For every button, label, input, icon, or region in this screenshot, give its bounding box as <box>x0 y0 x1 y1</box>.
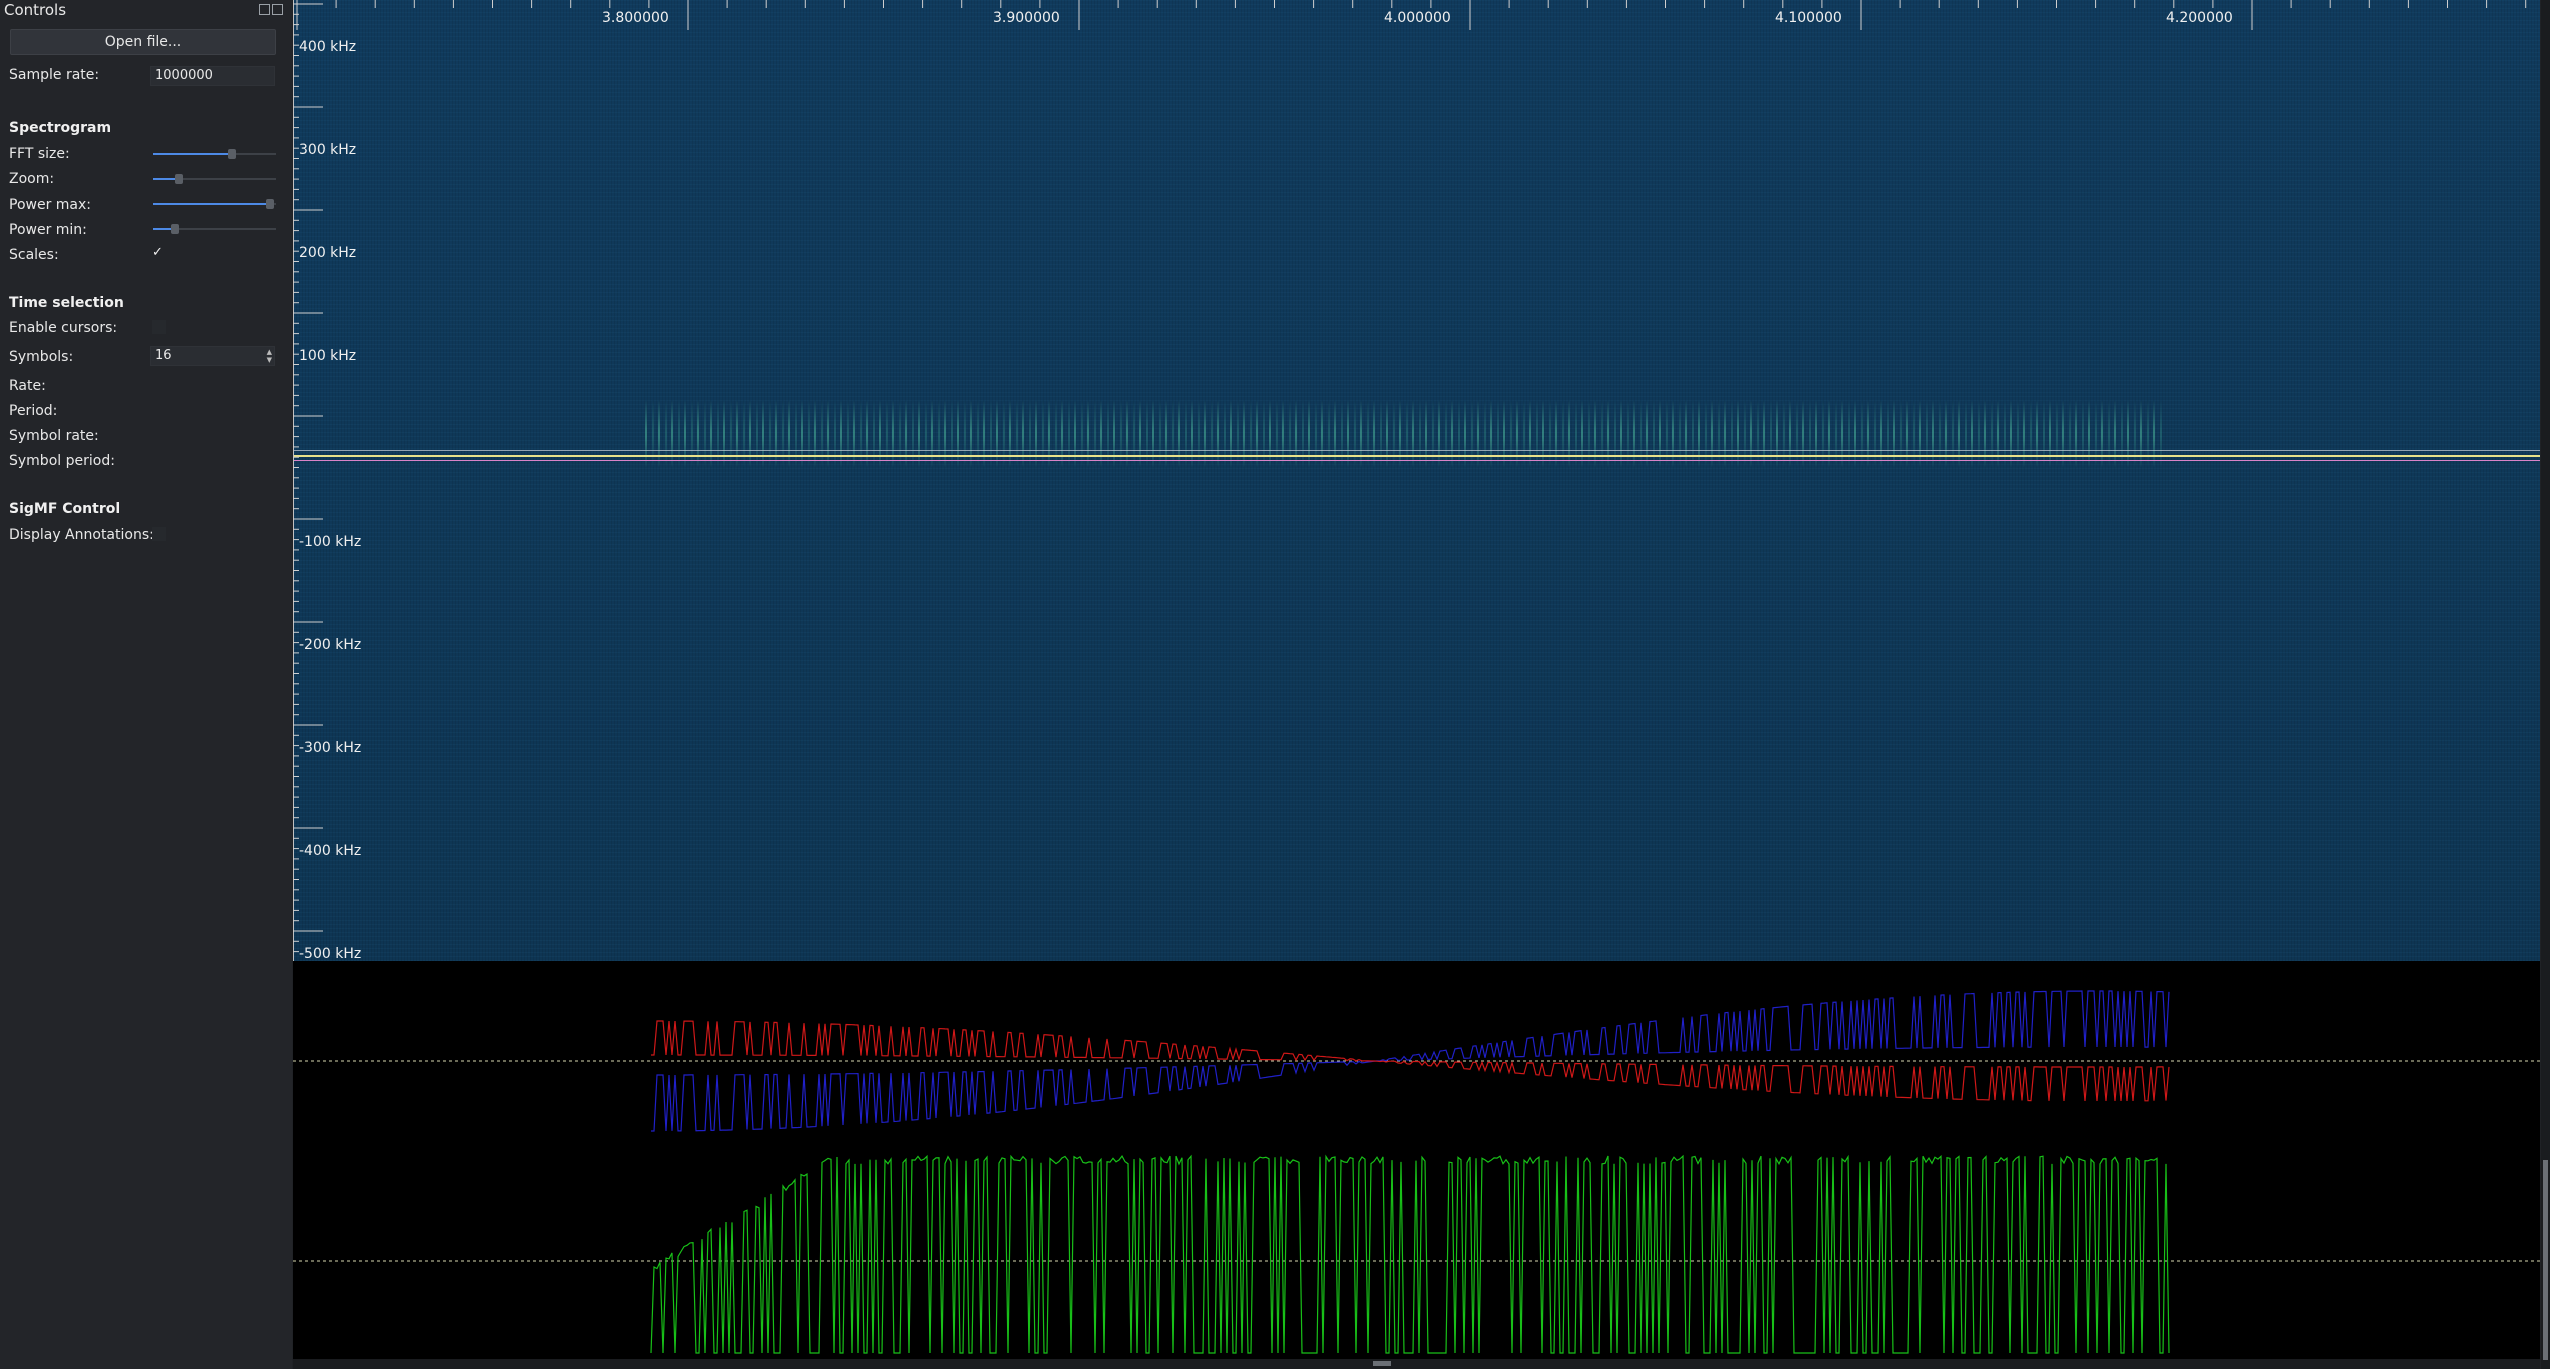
signal-line <box>293 460 2540 461</box>
sigmf-header: SigMF Control <box>9 501 121 517</box>
spectrogram-header: Spectrogram <box>9 120 112 136</box>
fft-size-label: FFT size: <box>9 146 70 162</box>
close-dock-icon[interactable] <box>272 4 283 15</box>
fft-size-slider[interactable] <box>153 149 276 159</box>
slider-handle[interactable] <box>175 174 183 184</box>
time-selection-header: Time selection <box>9 295 124 311</box>
symbols-spinbox[interactable]: 16 ▲ ▼ <box>150 346 275 366</box>
power-min-label: Power min: <box>9 222 87 238</box>
vertical-scrollbar[interactable] <box>2541 0 2550 1369</box>
rate-label: Rate: <box>9 378 46 394</box>
dock-title: Controls <box>4 1 67 19</box>
period-label: Period: <box>9 403 58 419</box>
i-trace <box>651 1020 2170 1102</box>
q-trace <box>651 990 2170 1132</box>
amplitude-trace <box>650 1154 2170 1354</box>
freq-label: 100 kHz <box>299 348 357 364</box>
power-max-label: Power max: <box>9 197 91 213</box>
slider-handle[interactable] <box>171 224 179 234</box>
time-label: 3.900000 <box>993 10 1060 26</box>
symbols-value: 16 <box>155 348 172 363</box>
freq-label: -400 kHz <box>299 843 362 859</box>
slider-handle[interactable] <box>228 149 236 159</box>
scales-label: Scales: <box>9 247 59 263</box>
frequency-axis-line <box>293 0 294 961</box>
scrollbar-thumb[interactable] <box>1373 1361 1391 1366</box>
trace-canvas <box>293 990 2540 1354</box>
enable-cursors-label: Enable cursors: <box>9 320 118 336</box>
freq-label: -500 kHz <box>299 946 362 962</box>
trace-plots[interactable] <box>293 961 2540 1359</box>
time-label: 4.200000 <box>2166 10 2233 26</box>
enable-cursors-checkbox[interactable] <box>152 320 166 334</box>
freq-label: -100 kHz <box>299 534 362 550</box>
horizontal-scrollbar[interactable] <box>293 1359 2540 1369</box>
symbol-rate-label: Symbol rate: <box>9 428 99 444</box>
freq-label: 400 kHz <box>299 39 357 55</box>
controls-dock: Controls Open file... Sample rate: 10000… <box>0 0 292 1369</box>
time-label: 4.000000 <box>1384 10 1451 26</box>
spectrogram[interactable]: 400 kHz 300 kHz 200 kHz 100 kHz -100 kHz… <box>293 0 2540 962</box>
signal-line <box>293 450 2540 451</box>
slider-handle[interactable] <box>266 199 274 209</box>
display-annotations-checkbox[interactable] <box>152 527 166 541</box>
open-file-button[interactable]: Open file... <box>10 29 276 55</box>
sample-rate-label: Sample rate: <box>9 67 100 83</box>
scrollbar-thumb[interactable] <box>2543 1160 2548 1360</box>
power-max-slider[interactable] <box>153 199 276 209</box>
freq-label: 200 kHz <box>299 245 357 261</box>
spin-arrows-icon[interactable]: ▲ ▼ <box>266 348 272 364</box>
zoom-label: Zoom: <box>9 171 55 187</box>
plot-view[interactable]: 400 kHz 300 kHz 200 kHz 100 kHz -100 kHz… <box>293 0 2540 1369</box>
signal-line <box>293 455 2540 457</box>
power-min-slider[interactable] <box>153 224 276 234</box>
freq-label: -200 kHz <box>299 637 362 653</box>
axis-ticks <box>293 0 2527 953</box>
symbols-label: Symbols: <box>9 349 74 365</box>
symbol-period-label: Symbol period: <box>9 453 115 469</box>
float-dock-icon[interactable] <box>259 4 270 15</box>
scales-checkbox[interactable]: ✓ <box>152 245 163 260</box>
time-label: 4.100000 <box>1775 10 1842 26</box>
time-label: 3.800000 <box>602 10 669 26</box>
display-annotations-label: Display Annotations: <box>9 527 154 543</box>
zoom-slider[interactable] <box>153 174 276 184</box>
freq-label: 300 kHz <box>299 142 357 158</box>
freq-label: -300 kHz <box>299 740 362 756</box>
sample-rate-input[interactable]: 1000000 <box>150 66 275 86</box>
